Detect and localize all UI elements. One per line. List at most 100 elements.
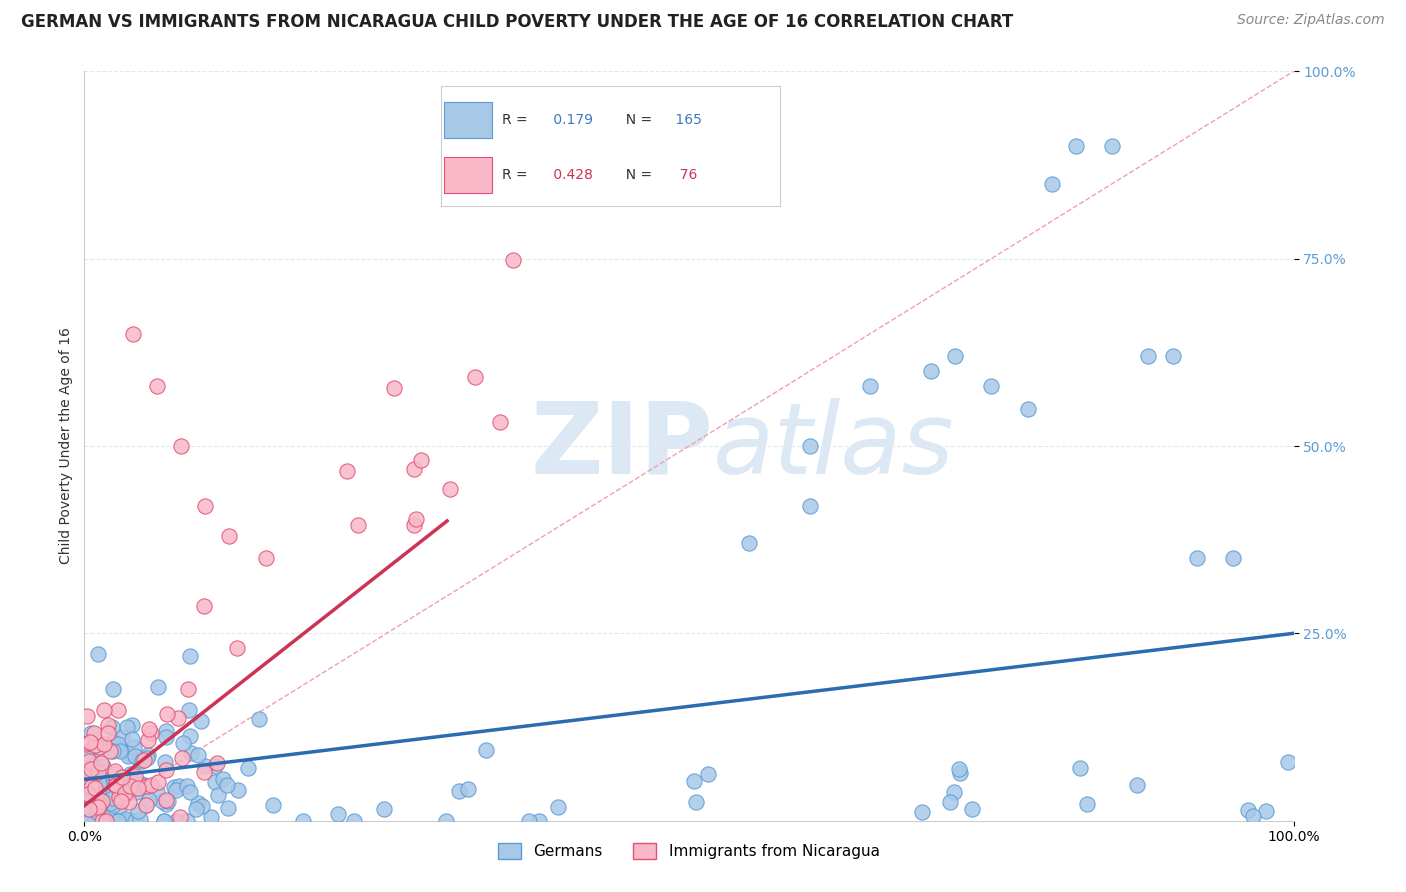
Point	[76, 708, 98, 723]
Point	[104, 766, 127, 780]
Point	[107, 779, 129, 793]
Point	[128, 812, 150, 826]
Y-axis label: Child Poverty Under the Age of 16: Child Poverty Under the Age of 16	[59, 327, 73, 565]
Point	[121, 718, 143, 732]
Point	[114, 786, 136, 800]
Text: Source: ZipAtlas.com: Source: ZipAtlas.com	[1237, 13, 1385, 28]
Point	[114, 812, 136, 826]
Point	[107, 790, 129, 805]
Point	[94, 814, 117, 828]
Point	[101, 814, 124, 828]
Point	[111, 792, 134, 806]
Point	[738, 536, 761, 550]
Point	[110, 744, 132, 758]
Point	[107, 814, 129, 828]
Point	[80, 756, 103, 771]
Text: GERMAN VS IMMIGRANTS FROM NICARAGUA CHILD POVERTY UNDER THE AGE OF 16 CORRELATIO: GERMAN VS IMMIGRANTS FROM NICARAGUA CHIL…	[21, 13, 1014, 31]
Point	[111, 770, 134, 784]
Point	[217, 778, 239, 792]
Point	[404, 518, 426, 533]
Point	[685, 795, 707, 809]
Point	[134, 753, 156, 767]
Point	[91, 759, 114, 773]
Point	[100, 720, 122, 734]
Point	[98, 796, 121, 810]
Point	[169, 810, 191, 824]
Point	[207, 789, 229, 803]
Point	[124, 769, 146, 783]
Point	[153, 814, 176, 828]
Point	[179, 729, 201, 743]
Point	[146, 680, 169, 694]
Point	[104, 778, 127, 792]
Point	[118, 814, 141, 828]
Point	[128, 777, 150, 791]
Point	[457, 782, 479, 797]
Point	[172, 751, 194, 765]
Point	[184, 802, 207, 816]
Point	[859, 379, 882, 393]
Point	[127, 781, 149, 796]
Point	[80, 780, 103, 795]
Point	[131, 777, 153, 791]
Point	[83, 725, 105, 739]
Point	[115, 775, 138, 789]
Point	[1137, 349, 1160, 363]
Point	[86, 783, 108, 797]
Point	[76, 780, 98, 794]
Point	[155, 793, 177, 807]
Point	[89, 798, 111, 813]
Point	[110, 794, 132, 808]
Point	[86, 765, 108, 780]
Point	[108, 788, 131, 802]
Point	[141, 726, 163, 740]
Point	[121, 731, 143, 746]
Point	[1040, 177, 1063, 191]
Point	[172, 736, 194, 750]
Point	[87, 739, 110, 754]
Point	[107, 737, 129, 751]
Point	[79, 802, 101, 816]
Point	[1185, 551, 1208, 566]
Point	[1161, 349, 1184, 363]
Point	[464, 369, 486, 384]
Point	[527, 814, 550, 828]
Point	[104, 778, 127, 792]
Point	[1277, 756, 1299, 770]
Point	[179, 648, 201, 663]
Point	[84, 739, 107, 753]
Point	[1064, 139, 1087, 153]
Point	[193, 599, 215, 613]
Point	[204, 775, 226, 789]
Point	[190, 714, 212, 728]
Point	[86, 805, 108, 820]
Point	[1069, 761, 1091, 775]
Point	[148, 774, 170, 789]
Point	[155, 730, 177, 744]
Point	[104, 741, 127, 756]
Point	[799, 499, 821, 513]
Point	[79, 814, 101, 828]
Point	[115, 784, 138, 798]
Point	[169, 779, 191, 793]
Point	[98, 810, 121, 824]
Point	[165, 814, 187, 828]
Point	[97, 717, 120, 731]
Point	[207, 756, 229, 771]
Point	[79, 786, 101, 800]
Point	[166, 783, 188, 797]
Point	[121, 326, 143, 341]
Point	[434, 814, 457, 828]
Point	[118, 795, 141, 809]
Point	[911, 805, 934, 820]
Point	[139, 778, 162, 792]
Point	[118, 786, 141, 800]
Point	[167, 711, 190, 725]
Point	[125, 785, 148, 799]
Point	[101, 744, 124, 758]
Point	[87, 773, 110, 788]
Point	[980, 379, 1002, 393]
Point	[80, 792, 103, 806]
Point	[77, 787, 100, 801]
Point	[77, 736, 100, 750]
